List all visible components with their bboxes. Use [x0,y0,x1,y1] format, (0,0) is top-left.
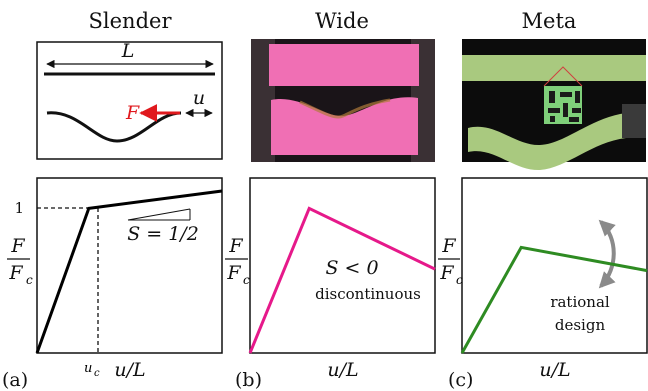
title-slender: Slender [89,9,173,33]
plot-c-design-label: design [555,316,606,334]
plot-b-frame [249,177,436,354]
displacement-label: u [193,87,205,109]
meta-strip-buckled [468,113,626,171]
plot-a-ylabel: F F c [7,235,33,287]
plot-b-curve [248,206,436,354]
plot-c-xlabel: u/L [539,359,570,381]
plot-c-ylabel-sub: c [456,273,463,287]
meta-photo [462,39,646,171]
plot-a-ylabel-sub: c [26,273,33,287]
wide-strip-buckled [271,97,418,155]
title-wide: Wide [315,9,369,33]
plot-b-ylabel-sub: c [243,273,250,287]
plot-b-xlabel: u/L [327,359,358,381]
plot-a-xlabel: u/L [114,359,145,381]
buckled-beam [46,111,182,143]
plot-b-slope-label: S < 0 [325,257,378,279]
plot-a-ylabel-num: F [10,235,25,257]
plot-a-frame [36,177,223,354]
plot-a-uc-tick: u [84,361,92,376]
wide-strip-shadow [299,98,391,119]
plot-b-ylabel-den: F [226,262,241,284]
plot-c-ylabel-den: F [439,262,454,284]
plot-c-ylabel-num: F [441,235,456,257]
design-arrow [598,219,616,289]
panel-label-a: (a) [2,369,28,391]
meta-photo-right-clamp [622,104,646,138]
plot-b-ylabel: F F c [225,235,250,287]
meta-unit-cell-pattern [548,91,581,122]
slope-triangle-hyp [127,208,191,221]
plot-a-slope-label: S = 1/2 [127,223,199,245]
meta-strip-flat [462,55,646,81]
wide-photo [251,39,435,162]
plot-c-curve [460,245,648,354]
title-meta: Meta [522,9,577,33]
plot-a-uc-sub: c [94,368,100,379]
panel-label-b: (b) [235,369,262,391]
plot-a-one-tick: 1 [14,199,24,217]
plot-c-rational-label: rational [550,293,610,311]
meta-zoom-lines [543,66,583,87]
plot-b-discontinuous-label: discontinuous [315,285,421,303]
length-label: L [121,40,135,62]
plot-a-ylabel-den: F [8,262,23,284]
plot-b-ylabel-num: F [228,235,243,257]
plot-a-curve [35,189,223,354]
slender-sketch: L F u [36,40,223,160]
force-label: F [125,102,140,124]
panel-label-c: (c) [448,369,473,391]
plot-c-frame [461,177,648,354]
wide-strip-flat [269,44,419,86]
plot-c-ylabel: F F c [438,235,463,287]
